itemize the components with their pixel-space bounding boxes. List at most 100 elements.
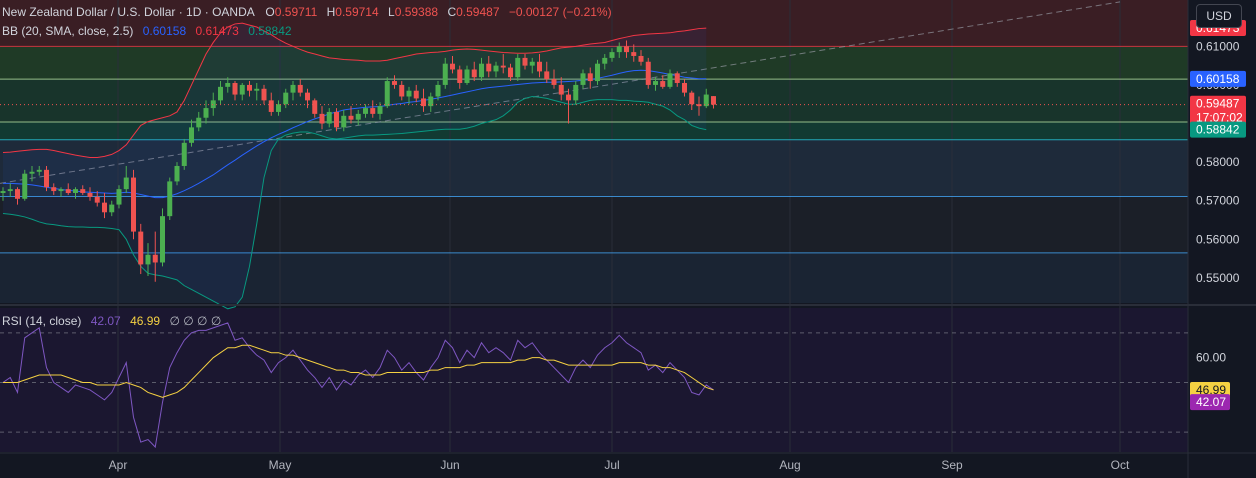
level-band (0, 79, 1188, 122)
symbol-title: New Zealand Dollar / U.S. Dollar · 1D · … (2, 5, 255, 19)
candle-body (174, 165, 180, 182)
candle (674, 71, 680, 87)
candle (544, 61, 550, 83)
candle-body (616, 46, 622, 53)
price-label-badge (1190, 121, 1246, 138)
candle-body (696, 104, 702, 107)
candle (261, 84, 267, 105)
price-label-text: 0.60158 (1196, 72, 1240, 86)
candle-body (377, 106, 383, 114)
trend-line (0, 1, 1121, 184)
candle (174, 162, 180, 186)
candle-body (573, 84, 579, 101)
candle (116, 185, 122, 209)
candle (602, 54, 608, 70)
candle-body (268, 100, 274, 112)
bb-upper-value: 0.61473 (195, 24, 239, 38)
candle (218, 81, 223, 105)
currency-button[interactable]: USD (1196, 4, 1242, 28)
candle-body (181, 142, 187, 166)
rsi-label-text: 46.99 (1196, 383, 1226, 397)
x-tick-label: Jun (440, 458, 459, 472)
level-band (0, 46, 1188, 80)
candle-body (442, 63, 448, 85)
bb-basis-value: 0.60158 (142, 24, 187, 38)
bb-lower-band (2, 95, 707, 310)
candle (131, 169, 136, 240)
candle (421, 88, 426, 112)
candle-body (450, 63, 455, 70)
candle-body (486, 63, 492, 72)
candle-body (370, 108, 376, 114)
candle (189, 119, 194, 147)
candle-body (457, 69, 463, 83)
candle-body (689, 92, 695, 105)
candle-body (7, 189, 13, 192)
candle-body (239, 84, 245, 95)
candle-body (631, 52, 637, 56)
x-tick-label: Aug (779, 458, 800, 472)
candle-body (167, 181, 173, 217)
candle (102, 192, 107, 219)
price-label-badge (1190, 95, 1246, 126)
candle-body (225, 82, 231, 87)
candle-body (312, 100, 318, 114)
candle (522, 54, 528, 70)
candle-body (261, 88, 267, 101)
rsi-ma-value: 46.99 (130, 314, 161, 328)
candle (537, 54, 542, 78)
candle-body (152, 254, 158, 263)
candle-body (529, 61, 535, 66)
candle (486, 55, 492, 78)
candle (384, 77, 390, 109)
candle-body (189, 127, 194, 143)
candle-body (544, 71, 550, 80)
candle (667, 69, 673, 89)
candle-body (602, 57, 608, 64)
candle (442, 57, 448, 89)
candle (399, 81, 405, 101)
candle-body (80, 189, 86, 193)
candle-body (319, 113, 325, 124)
candle (167, 177, 173, 221)
candle (341, 110, 347, 132)
candle (123, 165, 129, 193)
candle-body (123, 177, 129, 190)
candle-body (551, 79, 557, 85)
candle (653, 77, 658, 91)
candle (515, 54, 521, 82)
candle (587, 67, 593, 89)
candle (290, 81, 296, 101)
candle-body (595, 63, 600, 82)
candle (363, 104, 368, 118)
candle (580, 69, 586, 89)
candle-body (609, 52, 615, 58)
rsi-tick-label: 60.00 (1196, 351, 1226, 365)
x-tick-label: Apr (109, 458, 128, 472)
candle (435, 81, 441, 101)
candle-body (196, 117, 202, 128)
candle (355, 110, 361, 126)
rsi-value: 42.07 (90, 314, 121, 328)
rsi-legend: RSI (14, close) 42.07 46.99 ∅ ∅ ∅ ∅ (2, 314, 221, 328)
candle (51, 183, 57, 195)
candle (551, 69, 557, 89)
candle-body (493, 65, 499, 72)
candle-body (638, 55, 644, 62)
candle (573, 81, 579, 105)
high-value: 0.59714 (335, 5, 379, 19)
price-tick-label: 0.56000 (1196, 232, 1240, 246)
change-value: −0.00127 (−0.21%) (508, 5, 612, 19)
candle (232, 81, 238, 101)
candle-body (406, 90, 412, 97)
candle (406, 86, 412, 105)
candle (73, 187, 78, 199)
rsi-label-text: 42.07 (1196, 395, 1226, 409)
candle (392, 75, 397, 89)
candle (305, 88, 310, 109)
close-value: 0.59487 (456, 5, 500, 19)
candle-body (131, 177, 136, 232)
candle (109, 200, 115, 217)
candle (638, 50, 644, 66)
